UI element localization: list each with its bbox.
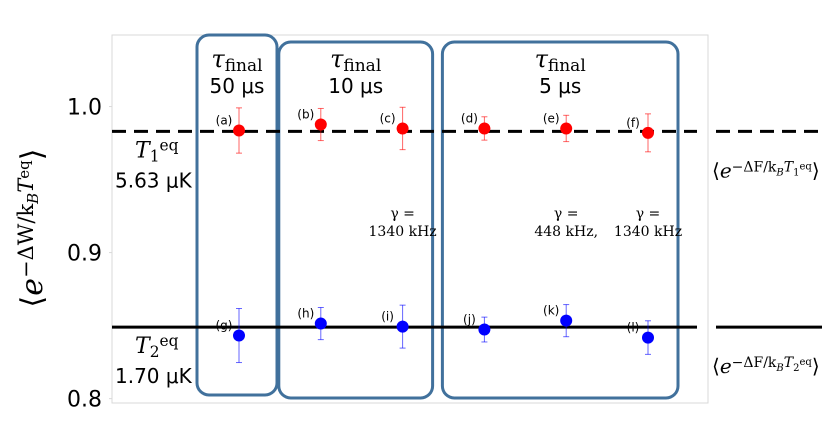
annotation: γ = [554, 206, 579, 222]
formula-part: −ΔF/k [732, 159, 777, 175]
point-label: (k) [543, 304, 559, 318]
formula-part: T [135, 334, 152, 359]
formula-part: T [784, 159, 795, 175]
formula-part: B [775, 167, 783, 178]
group-subscript: final [343, 56, 381, 76]
formula-part: ⟨ [15, 296, 50, 308]
formula-part: −ΔF/k [732, 355, 777, 371]
y-tick-label: 1.0 [67, 96, 102, 121]
y-tick-label: 0.8 [67, 388, 102, 413]
point-label: (a) [216, 114, 233, 128]
formula-part: −ΔW/k [14, 204, 38, 278]
formula-part: T [784, 355, 795, 371]
formula-part: e [720, 158, 732, 182]
point [642, 331, 654, 344]
plot-frame [111, 34, 709, 404]
formula-part: eq [159, 332, 178, 350]
formula-part: ⟨ [712, 354, 720, 378]
point-label: (b) [297, 108, 314, 122]
formula-part: 1 [150, 147, 160, 165]
group-box [277, 40, 435, 400]
temperature: 1.70 μK [115, 364, 193, 388]
y-tick-label: 0.9 [67, 242, 102, 267]
formula: ⟨e−ΔF/kBT2eq⟩ [712, 354, 820, 378]
formula-part: T [14, 177, 38, 193]
group-title: τfinal [535, 45, 586, 76]
temperature: 5.63 μK [115, 168, 193, 192]
point-label: (h) [297, 307, 314, 321]
annotation: γ = [636, 206, 661, 222]
formula-part: eq [15, 160, 33, 179]
point [314, 118, 327, 131]
annotation: 1340 kHz [614, 224, 682, 240]
group-title: τfinal [330, 45, 381, 76]
point-label: (j) [463, 313, 476, 327]
point-label: (c) [380, 111, 396, 125]
point [560, 122, 573, 135]
formula-part: eq [159, 137, 178, 155]
point [642, 126, 654, 139]
group-symbol: τ [211, 45, 225, 73]
formula-part: e [15, 278, 50, 296]
annotation: γ = [390, 206, 415, 222]
point [560, 314, 573, 327]
formula-part: T [135, 138, 152, 163]
formula-part: ⟩ [812, 354, 820, 378]
formula-part: ⟩ [15, 149, 50, 161]
group-symbol: τ [330, 45, 344, 73]
formula: T1eq [135, 137, 179, 166]
group-duration: 10 μs [328, 74, 383, 98]
formula: T2eq [135, 332, 179, 361]
group-box [440, 40, 680, 400]
point [314, 317, 327, 330]
annotation: 1340 kHz [369, 224, 437, 240]
point [233, 329, 245, 342]
formula: ⟨e−ΔF/kBT1eq⟩ [712, 158, 820, 182]
group-duration: 50 μs [210, 74, 265, 98]
formula-part: B [24, 193, 42, 205]
point [396, 320, 409, 333]
point-label: (i) [381, 310, 394, 324]
formula-part: ⟨ [712, 158, 720, 182]
point-label: (d) [461, 111, 478, 125]
formula-part: eq [800, 357, 813, 368]
formula-part: ⟩ [812, 158, 820, 182]
formula-part: 2 [793, 363, 799, 374]
formula-part: eq [800, 161, 813, 172]
group-box [195, 33, 279, 397]
group-symbol: τ [535, 45, 549, 73]
formula-part: B [775, 363, 783, 374]
point-label: (f) [626, 116, 640, 130]
group-duration: 5 μs [539, 74, 581, 98]
point [478, 122, 491, 135]
formula: ⟨e−ΔW/kBTeq⟩ [14, 149, 50, 308]
group-title: τfinal [211, 45, 262, 76]
formula-part: e [720, 354, 732, 378]
point [478, 323, 491, 336]
group-subscript: final [548, 56, 586, 76]
formula-part: 2 [150, 343, 160, 361]
point-label: (g) [216, 319, 233, 333]
formula-part: 1 [793, 167, 799, 178]
point-label: (l) [627, 321, 640, 335]
point-label: (e) [543, 111, 560, 125]
point [396, 122, 409, 135]
annotation: 448 kHz, [534, 224, 598, 240]
group-subscript: final [225, 56, 263, 76]
point [233, 124, 245, 137]
